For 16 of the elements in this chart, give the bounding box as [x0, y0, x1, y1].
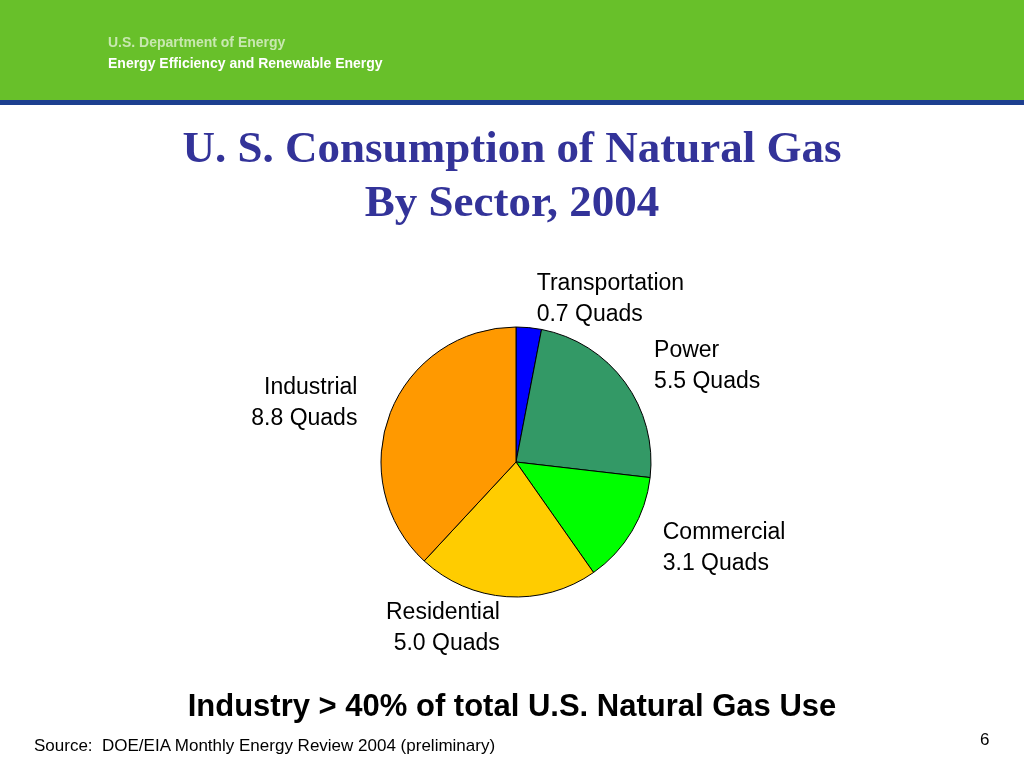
data-label: 3.1 Quads — [662, 548, 769, 575]
slice-label: Power — [654, 335, 720, 362]
text: Industry > 40% of total U.S. Natural Gas Use — [186, 688, 838, 724]
source-note: Source: DOE/EIA Monthly Energy Review 2004 (preliminary) — [34, 736, 496, 756]
slice-label: Transportation — [536, 269, 685, 296]
text: 6 — [980, 730, 990, 750]
text: U.S. Department of Energy — [108, 34, 286, 50]
data-label: 8.8 Quads — [251, 404, 358, 431]
text: Energy Efficiency and Renewable Energy — [108, 55, 383, 71]
data-label: 5.0 Quads — [393, 629, 500, 656]
slice-label: Residential — [385, 598, 500, 625]
data-label: 0.7 Quads — [536, 300, 643, 327]
slice-label: Industrial — [264, 373, 358, 400]
slice-label: Commercial — [662, 517, 786, 544]
data-label: 5.5 Quads — [654, 366, 761, 393]
chart-title: U. S. Consumption of Natural Gas By Sector, 2004 — [181, 121, 843, 228]
